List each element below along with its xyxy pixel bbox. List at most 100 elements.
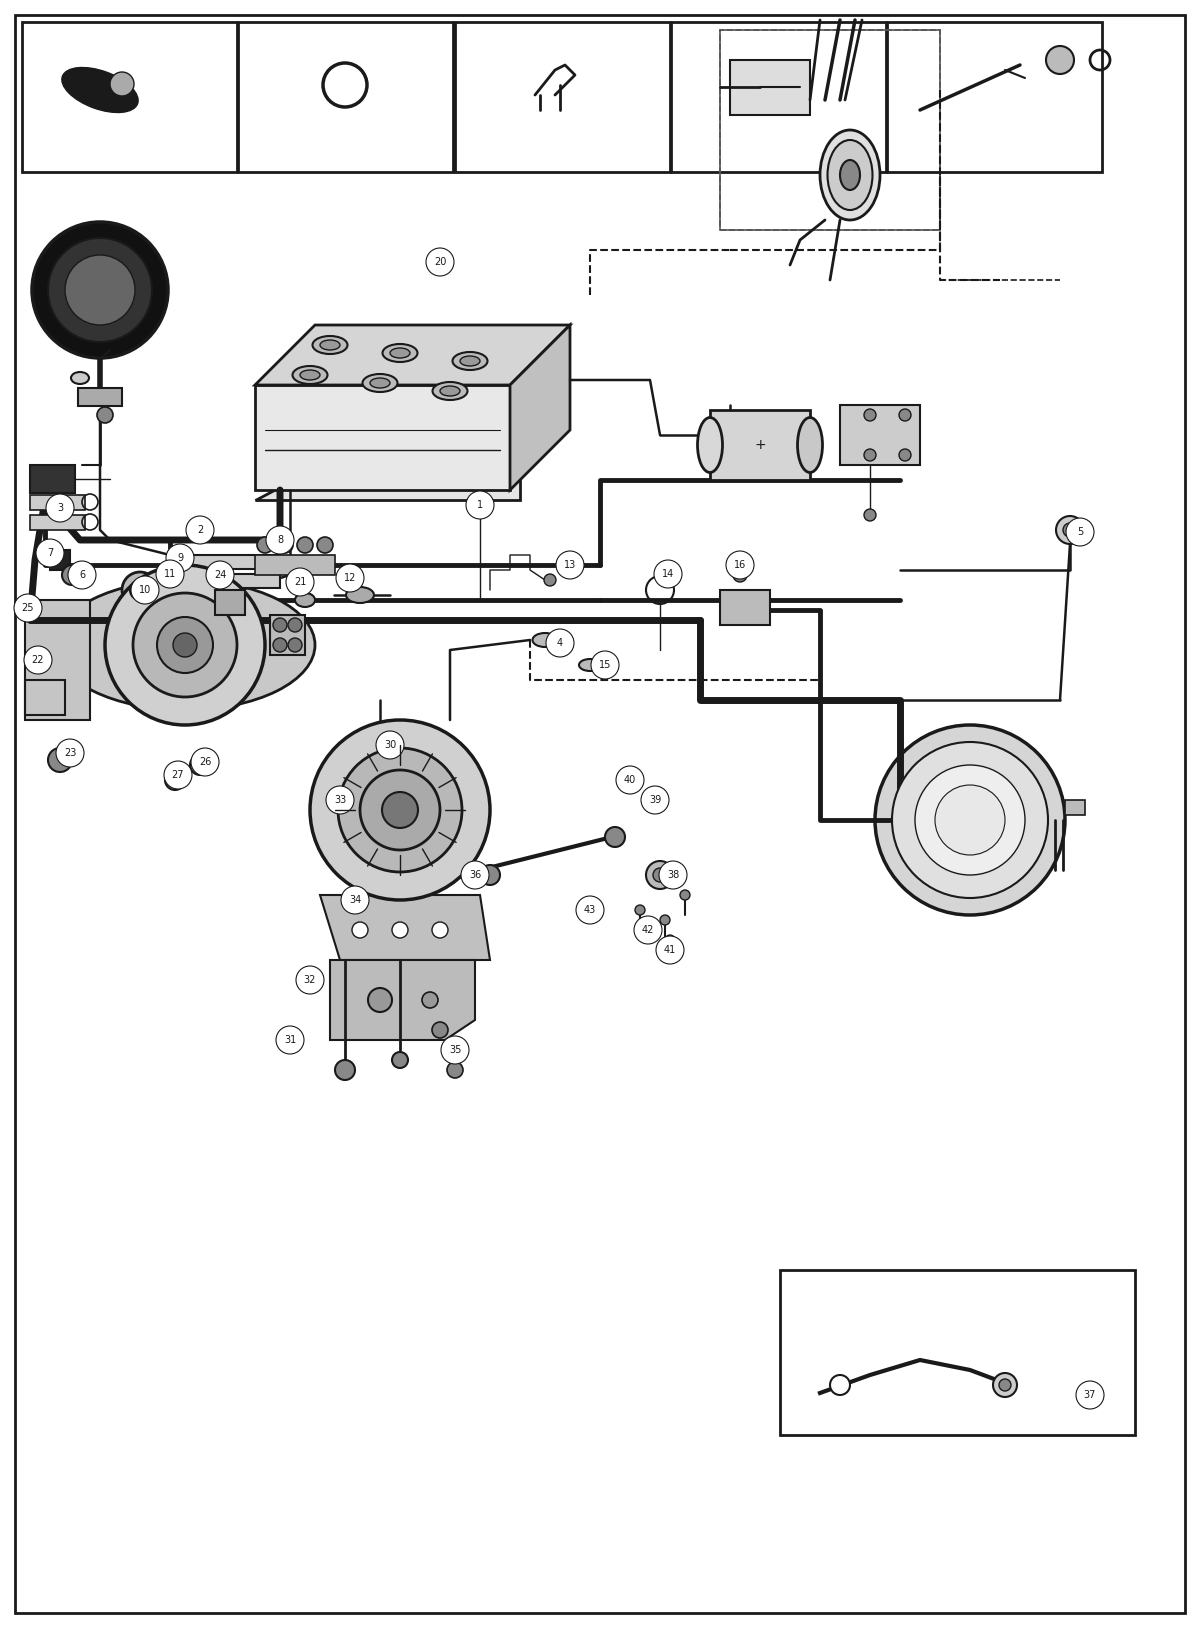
Circle shape	[899, 409, 911, 422]
Circle shape	[360, 770, 440, 850]
Text: 21: 21	[294, 576, 306, 588]
Circle shape	[46, 493, 74, 523]
Circle shape	[916, 765, 1025, 874]
Bar	[50, 550, 70, 570]
Circle shape	[32, 221, 168, 358]
Bar	[887, 23, 1102, 173]
Text: 31: 31	[284, 1035, 296, 1045]
Circle shape	[190, 755, 210, 775]
Circle shape	[166, 544, 194, 571]
Circle shape	[892, 742, 1048, 899]
Polygon shape	[330, 961, 475, 1040]
Ellipse shape	[300, 370, 320, 379]
Circle shape	[276, 1026, 304, 1053]
Circle shape	[546, 628, 574, 658]
Bar	[671, 23, 886, 173]
Text: 11: 11	[164, 570, 176, 580]
Circle shape	[994, 1372, 1018, 1397]
Ellipse shape	[452, 352, 487, 370]
Bar	[1066, 799, 1085, 816]
Bar	[30, 514, 85, 531]
Circle shape	[665, 934, 674, 944]
Ellipse shape	[55, 580, 314, 710]
Circle shape	[864, 449, 876, 461]
Text: 40: 40	[624, 775, 636, 785]
Circle shape	[186, 516, 214, 544]
Circle shape	[326, 786, 354, 814]
Text: 30: 30	[384, 741, 396, 751]
Circle shape	[368, 988, 392, 1013]
Text: 42: 42	[642, 925, 654, 934]
Circle shape	[48, 238, 152, 342]
Text: 35: 35	[449, 1045, 461, 1055]
Circle shape	[323, 63, 367, 107]
Circle shape	[335, 1060, 355, 1079]
Circle shape	[556, 550, 584, 580]
Text: 23: 23	[64, 747, 76, 759]
Circle shape	[376, 731, 404, 759]
Bar	[185, 575, 280, 588]
Text: 5: 5	[1076, 527, 1084, 537]
Circle shape	[442, 1035, 469, 1065]
Text: 7: 7	[47, 549, 53, 558]
Text: 33: 33	[334, 794, 346, 804]
Circle shape	[830, 1376, 850, 1395]
Circle shape	[1056, 516, 1084, 544]
Circle shape	[382, 791, 418, 829]
Text: 25: 25	[22, 602, 35, 614]
Circle shape	[446, 1061, 463, 1078]
Text: 38: 38	[667, 869, 679, 881]
Bar	[720, 29, 940, 230]
Polygon shape	[25, 601, 90, 720]
Text: 22: 22	[31, 654, 44, 664]
Circle shape	[62, 565, 82, 584]
Bar	[25, 681, 65, 715]
Text: 10: 10	[139, 584, 151, 594]
Polygon shape	[256, 360, 520, 500]
Polygon shape	[256, 326, 570, 384]
Circle shape	[998, 1379, 1010, 1390]
Bar	[720, 29, 940, 230]
Text: 39: 39	[649, 794, 661, 804]
Circle shape	[156, 560, 184, 588]
Circle shape	[392, 921, 408, 938]
Circle shape	[1046, 46, 1074, 73]
Circle shape	[336, 563, 364, 593]
Text: 9: 9	[176, 554, 184, 563]
Ellipse shape	[62, 67, 138, 112]
Text: 43: 43	[584, 905, 596, 915]
Text: 8: 8	[277, 536, 283, 545]
Text: 32: 32	[304, 975, 316, 985]
Text: 4: 4	[557, 638, 563, 648]
Ellipse shape	[533, 633, 558, 646]
Ellipse shape	[460, 357, 480, 366]
Ellipse shape	[390, 348, 410, 358]
Circle shape	[576, 895, 604, 925]
Bar	[30, 466, 74, 493]
Circle shape	[653, 868, 667, 882]
Circle shape	[616, 767, 644, 794]
Bar	[455, 23, 670, 173]
Circle shape	[605, 827, 625, 847]
Polygon shape	[256, 350, 520, 500]
Text: 26: 26	[199, 757, 211, 767]
Circle shape	[656, 936, 684, 964]
Circle shape	[654, 560, 682, 588]
Circle shape	[274, 619, 287, 632]
Circle shape	[594, 658, 610, 672]
Ellipse shape	[383, 344, 418, 361]
Circle shape	[157, 617, 214, 672]
Text: 15: 15	[599, 659, 611, 671]
Bar	[270, 615, 305, 654]
Bar	[22, 23, 238, 173]
Text: 37: 37	[1084, 1390, 1096, 1400]
Circle shape	[644, 794, 656, 806]
Ellipse shape	[370, 378, 390, 387]
Text: 34: 34	[349, 895, 361, 905]
Circle shape	[864, 409, 876, 422]
Text: 3: 3	[56, 503, 64, 513]
Ellipse shape	[71, 373, 89, 384]
Polygon shape	[840, 405, 920, 466]
Ellipse shape	[295, 593, 314, 607]
Circle shape	[56, 739, 84, 767]
